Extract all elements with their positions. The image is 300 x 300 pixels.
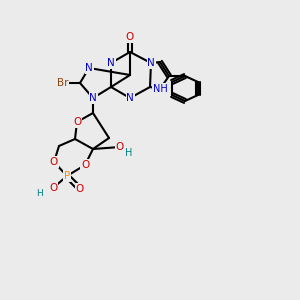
Text: O: O xyxy=(116,142,124,152)
Text: N: N xyxy=(89,93,97,103)
Text: Br: Br xyxy=(57,78,69,88)
Text: N: N xyxy=(147,58,155,68)
Text: O: O xyxy=(76,184,84,194)
Text: N: N xyxy=(107,58,115,68)
Text: O: O xyxy=(50,157,58,167)
Text: N: N xyxy=(85,63,93,73)
Text: O: O xyxy=(49,183,57,193)
Text: O: O xyxy=(81,160,89,170)
Text: H: H xyxy=(36,190,43,199)
Text: P: P xyxy=(64,171,70,181)
Text: N: N xyxy=(126,93,134,103)
Text: O: O xyxy=(73,117,81,127)
Text: O: O xyxy=(126,32,134,42)
Text: NH: NH xyxy=(153,84,167,94)
Text: H: H xyxy=(125,148,133,158)
